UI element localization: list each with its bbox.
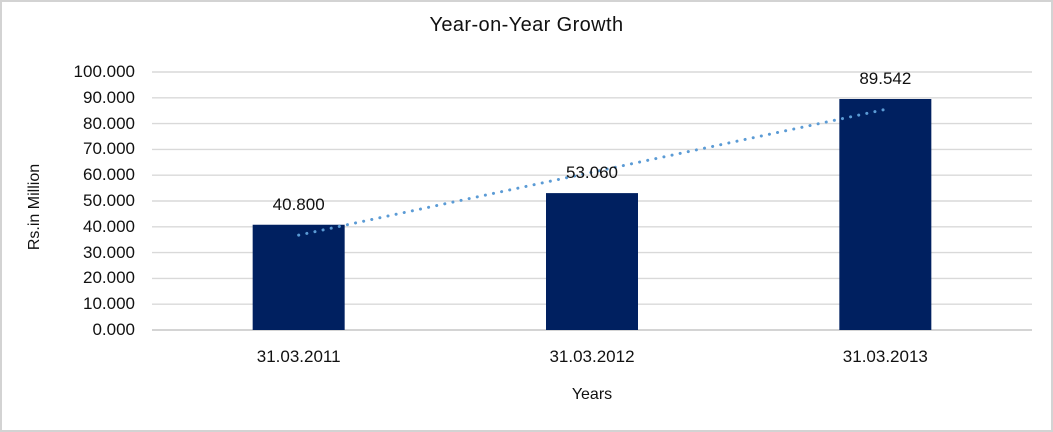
y-axis-tick-label: 40.000 [83,216,135,236]
chart-title: Year-on-Year Growth [429,14,624,36]
y-axis-tick-label: 0.000 [92,320,135,339]
x-axis-title: Years [571,386,613,403]
x-axis-tick-label: 31.03.2013 [842,347,928,366]
y-axis-tick-label: 20.000 [83,268,135,288]
y-axis-tick-label: 50.000 [83,191,135,210]
y-axis-tick-label: 70.000 [83,139,135,159]
bar-data-label: 40.800 [272,194,325,214]
y-axis-tick-label: 100.000 [73,62,135,81]
bar-data-label: 89.542 [859,68,912,88]
trendline [297,107,887,237]
x-axis-tick-label: 31.03.2012 [549,347,635,366]
x-axis-tick-label: 31.03.2011 [256,347,341,366]
y-axis-tick-label: 60.000 [83,165,135,185]
y-axis-tick-label: 10.000 [83,294,135,314]
y-axis-tick-label: 30.000 [83,242,135,262]
y-axis-tick-label: 80.000 [83,113,135,133]
bar-data-label: 53.060 [566,163,618,183]
y-axis-tick-label: 90.000 [83,87,135,107]
